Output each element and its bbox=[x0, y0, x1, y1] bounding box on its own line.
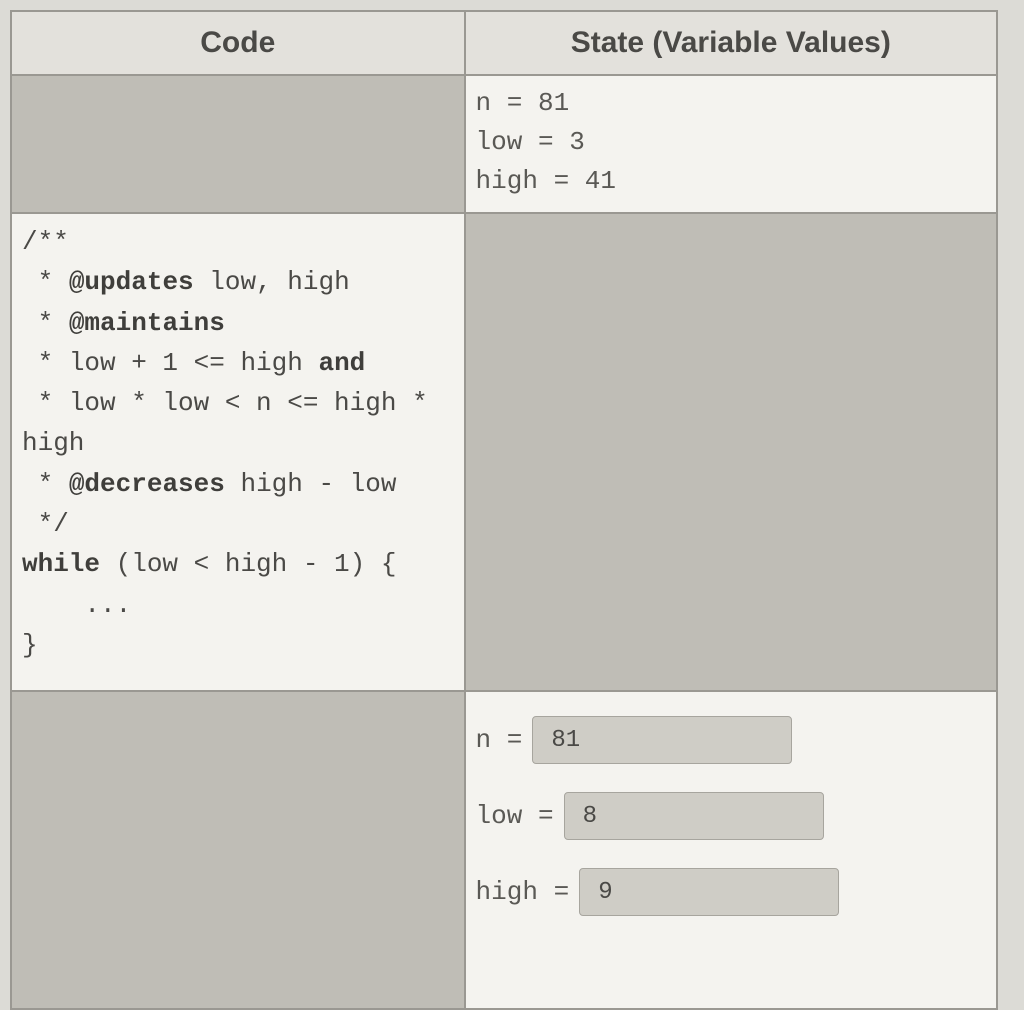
trace-table: Code State (Variable Values) n = 81 low … bbox=[10, 10, 998, 1010]
final-high-input[interactable]: 9 bbox=[579, 868, 839, 916]
init-high-value: 41 bbox=[585, 166, 616, 196]
final-low-label: low = bbox=[476, 801, 554, 831]
header-row: Code State (Variable Values) bbox=[11, 11, 997, 75]
c-l4: * low * low < n <= high * bbox=[22, 388, 428, 418]
c-while-rest: (low < high - 1) { bbox=[100, 549, 396, 579]
c-l1-rest: low, high bbox=[194, 267, 350, 297]
header-state: State (Variable Values) bbox=[465, 11, 997, 75]
final-n-row: n = 81 bbox=[476, 716, 986, 764]
c-l5-rest: high - low bbox=[225, 469, 397, 499]
c-open: /** bbox=[22, 227, 69, 257]
row-code: /** * @updates low, high * @maintains * … bbox=[11, 213, 997, 691]
eq-sym: = bbox=[554, 166, 570, 196]
final-low-input[interactable]: 8 bbox=[564, 792, 824, 840]
c-while-kw: while bbox=[22, 549, 100, 579]
final-high-row: high = 9 bbox=[476, 868, 986, 916]
c-l4b: high bbox=[22, 428, 84, 458]
c-l2-pre: * bbox=[22, 308, 69, 338]
cell-code-block: /** * @updates low, high * @maintains * … bbox=[11, 213, 465, 691]
cell-code-final bbox=[11, 691, 465, 1009]
init-n-line: n = 81 bbox=[476, 84, 986, 123]
page-root: Code State (Variable Values) n = 81 low … bbox=[0, 0, 1024, 1010]
init-low-label: low bbox=[476, 127, 523, 157]
c-l1-kw: @updates bbox=[69, 267, 194, 297]
c-l1-pre: * bbox=[22, 267, 69, 297]
c-body: ... bbox=[22, 590, 131, 620]
init-low-value: 3 bbox=[569, 127, 585, 157]
c-l5-pre: * bbox=[22, 469, 69, 499]
init-high-line: high = 41 bbox=[476, 162, 986, 201]
row-initial: n = 81 low = 3 high = 41 bbox=[11, 75, 997, 213]
cell-state-final: n = 81 low = 8 high = 9 bbox=[465, 691, 997, 1009]
init-n-label: n bbox=[476, 88, 492, 118]
c-l3: * low + 1 <= high bbox=[22, 348, 318, 378]
final-high-label: high = bbox=[476, 877, 570, 907]
c-l2-kw: @maintains bbox=[69, 308, 225, 338]
final-low-row: low = 8 bbox=[476, 792, 986, 840]
code-listing: /** * @updates low, high * @maintains * … bbox=[22, 222, 454, 665]
cell-code-initial bbox=[11, 75, 465, 213]
cell-state-code bbox=[465, 213, 997, 691]
final-n-input[interactable]: 81 bbox=[532, 716, 792, 764]
c-close: */ bbox=[22, 509, 69, 539]
c-end: } bbox=[22, 630, 38, 660]
header-code: Code bbox=[11, 11, 465, 75]
eq-sym: = bbox=[538, 127, 554, 157]
init-n-value: 81 bbox=[538, 88, 569, 118]
init-high-label: high bbox=[476, 166, 538, 196]
c-l3-kw: and bbox=[318, 348, 365, 378]
init-low-line: low = 3 bbox=[476, 123, 986, 162]
final-n-label: n = bbox=[476, 725, 523, 755]
cell-state-initial: n = 81 low = 3 high = 41 bbox=[465, 75, 997, 213]
c-l5-kw: @decreases bbox=[69, 469, 225, 499]
row-final: n = 81 low = 8 high = 9 bbox=[11, 691, 997, 1009]
eq-sym: = bbox=[507, 88, 523, 118]
